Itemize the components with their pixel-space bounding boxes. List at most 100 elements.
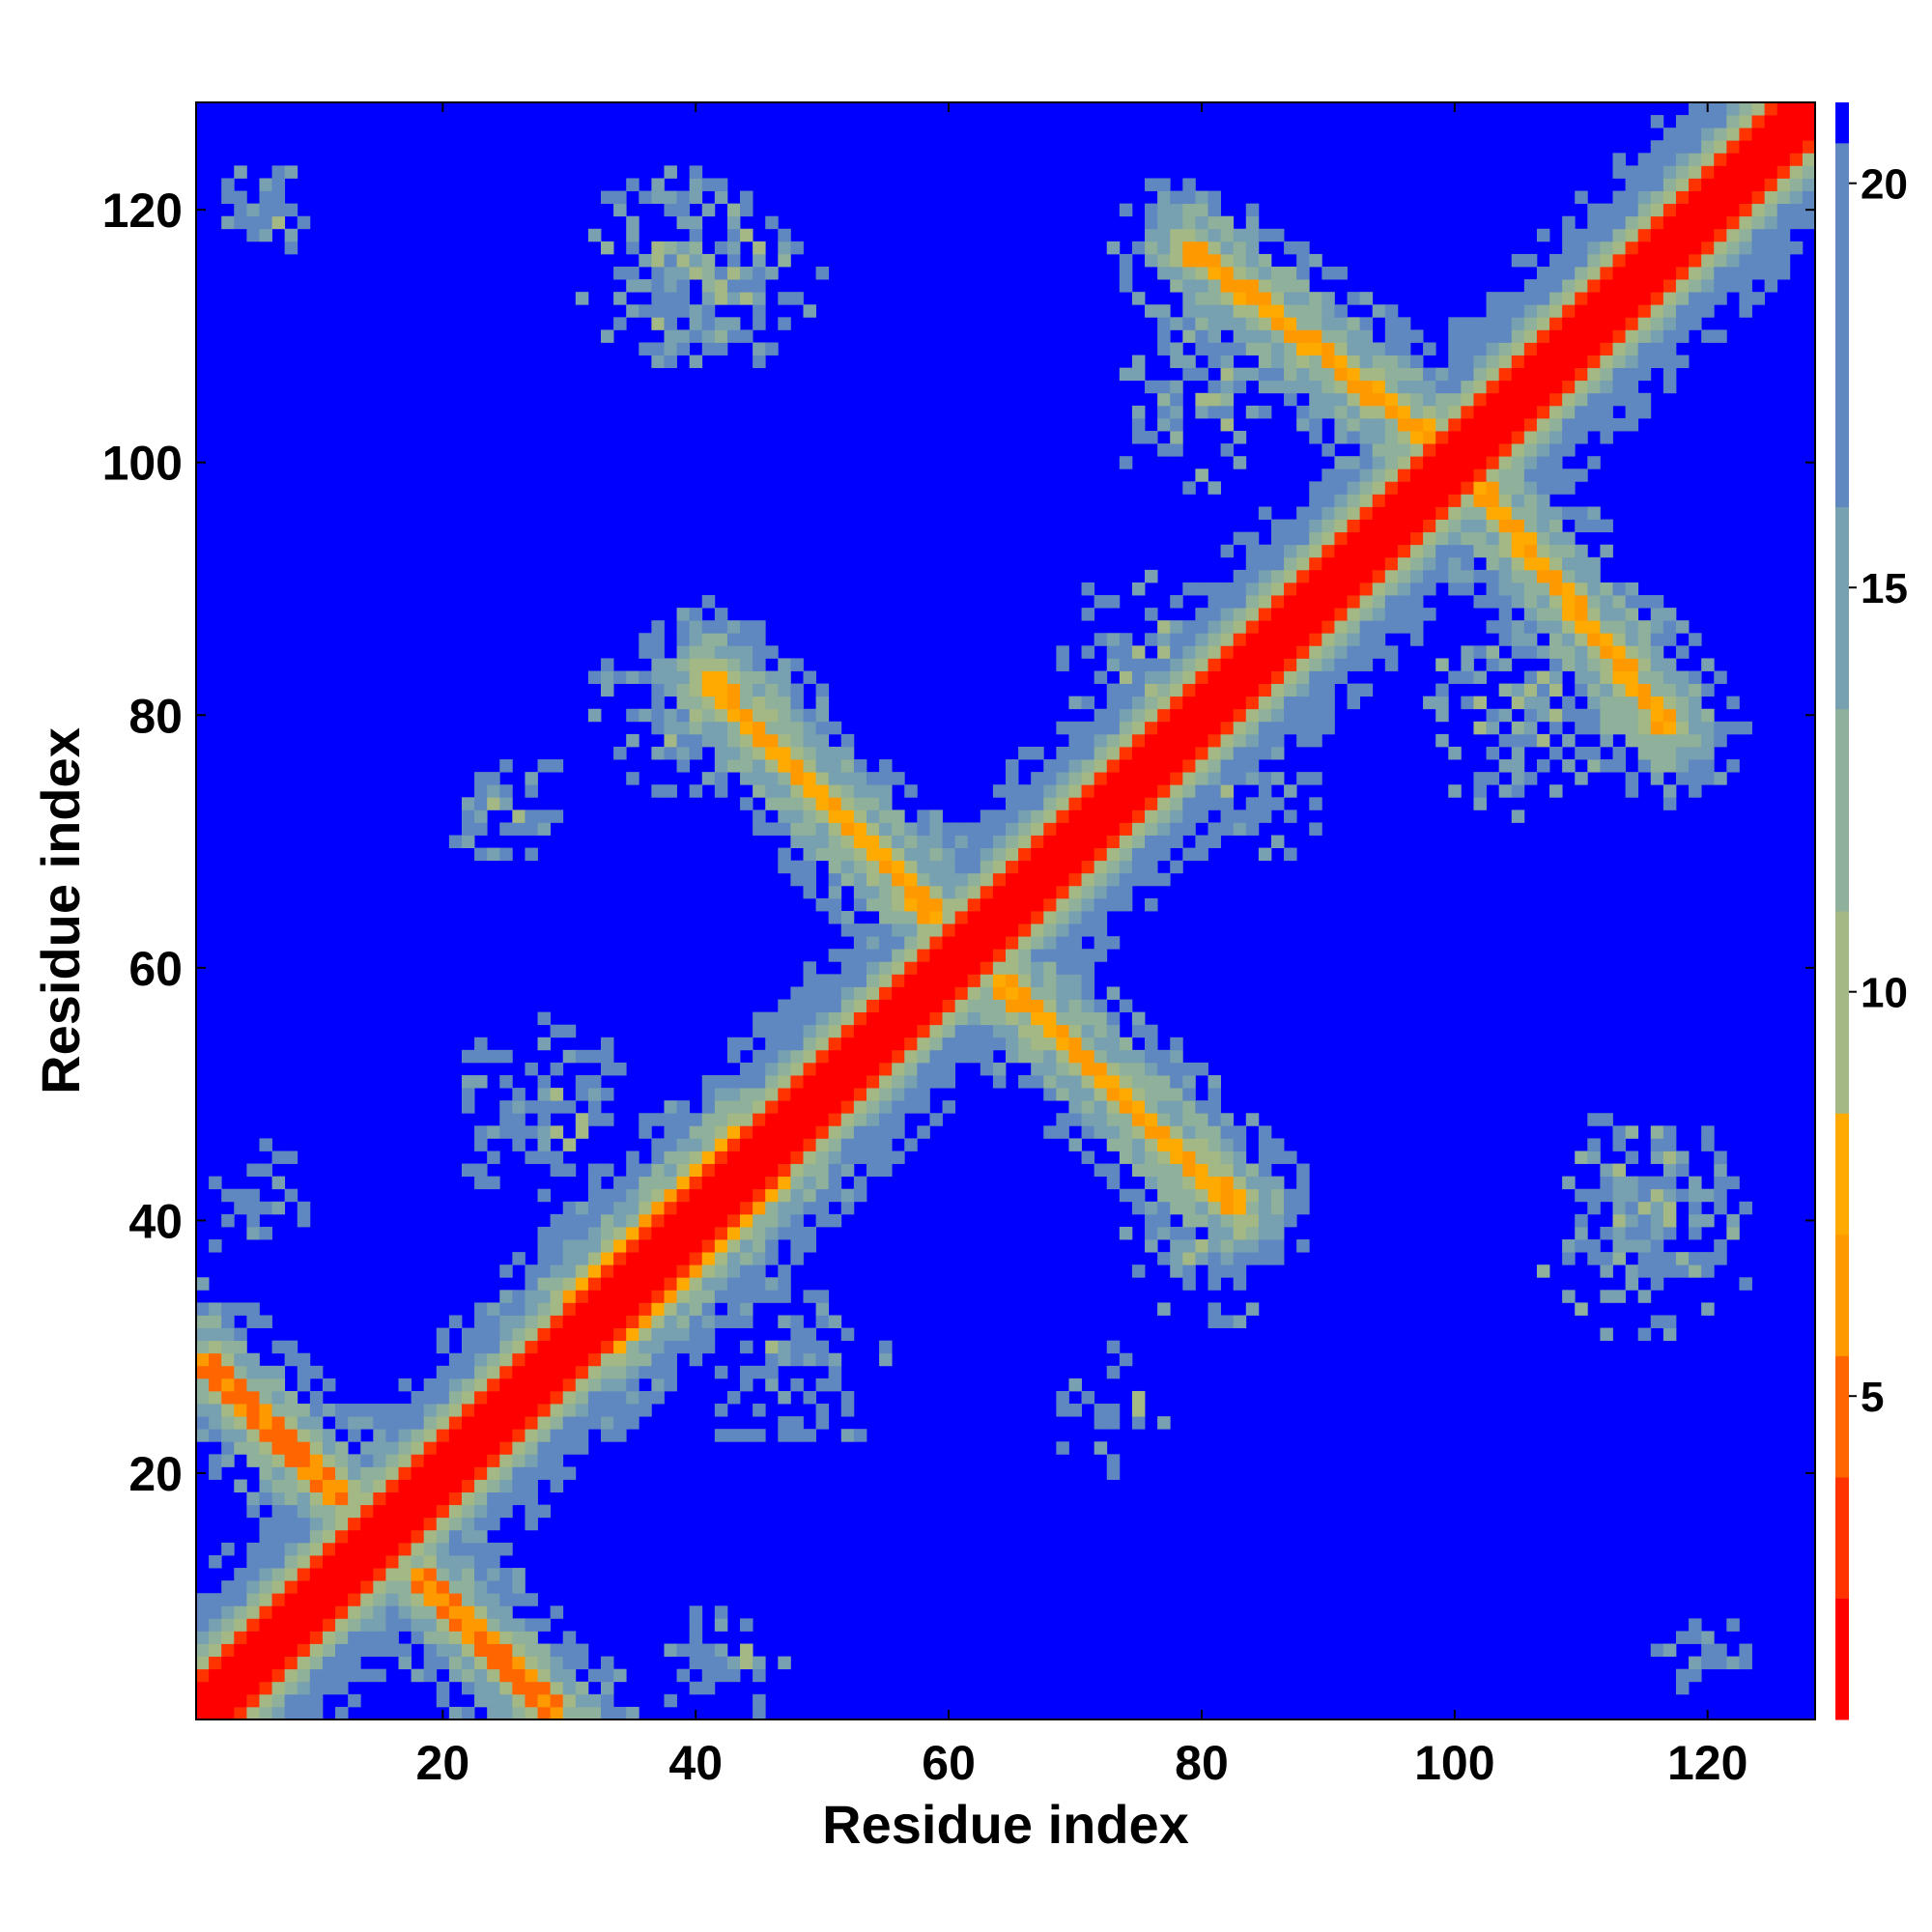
heatmap-cell: [1536, 531, 1550, 546]
heatmap-cell: [1536, 1264, 1550, 1278]
heatmap-cell: [1714, 329, 1727, 343]
heatmap-cell: [461, 1631, 475, 1644]
heatmap-cell: [828, 759, 842, 773]
heatmap-cell: [1600, 1188, 1613, 1203]
heatmap-cell: [1182, 317, 1196, 330]
heatmap-cell: [1170, 1226, 1183, 1240]
heatmap-cell: [1043, 949, 1057, 962]
heatmap-cell: [1662, 153, 1677, 166]
heatmap-cell: [1650, 645, 1664, 659]
heatmap-cell: [1284, 329, 1297, 343]
heatmap-cell: [726, 1668, 741, 1683]
heatmap-cell: [714, 1088, 728, 1101]
heatmap-cell: [626, 267, 639, 280]
heatmap-cell: [1536, 481, 1550, 495]
heatmap-cell: [726, 658, 741, 671]
heatmap-cell: [1233, 329, 1247, 343]
heatmap-cell: [726, 317, 741, 330]
heatmap-cell: [1106, 936, 1121, 950]
heatmap-cell: [1119, 872, 1133, 887]
heatmap-cell: [1689, 203, 1702, 217]
heatmap-cell: [1258, 1226, 1272, 1240]
heatmap-cell: [1461, 519, 1474, 533]
heatmap-cell: [676, 1201, 691, 1215]
heatmap-cell: [196, 1315, 210, 1328]
heatmap-cell: [1309, 431, 1322, 444]
heatmap-cell: [221, 1542, 235, 1556]
heatmap-cell: [1625, 670, 1639, 684]
heatmap-cell: [537, 1429, 552, 1442]
heatmap-cell: [436, 1643, 450, 1658]
heatmap-cell: [1170, 784, 1183, 798]
heatmap-cell: [1662, 253, 1677, 268]
heatmap-cell: [1689, 1668, 1702, 1683]
heatmap-cell: [601, 1163, 614, 1178]
heatmap-cell: [1220, 392, 1235, 407]
heatmap-cell: [1536, 620, 1550, 634]
heatmap-cell: [1284, 304, 1297, 318]
heatmap-cell: [753, 1706, 766, 1720]
heatmap-cell: [1523, 317, 1538, 330]
heatmap-cell: [284, 1492, 298, 1506]
heatmap-cell: [815, 1352, 830, 1367]
heatmap-cell: [676, 696, 691, 710]
heatmap-cell: [1068, 986, 1082, 1000]
heatmap-cell: [1031, 847, 1044, 862]
y-tick-label: 40: [128, 1194, 183, 1248]
heatmap-cell: [587, 1277, 602, 1291]
heatmap-cell: [1600, 228, 1613, 242]
heatmap-cell: [1245, 733, 1260, 748]
heatmap-cell: [1119, 810, 1133, 823]
heatmap-cell: [1587, 506, 1601, 520]
heatmap-cell: [1587, 380, 1601, 394]
heatmap-cell: [587, 1264, 602, 1278]
heatmap-cell: [1536, 670, 1550, 684]
heatmap-cell: [1119, 279, 1133, 293]
heatmap-cell: [676, 683, 691, 697]
heatmap-cell: [853, 986, 867, 1000]
heatmap-cell: [1562, 267, 1576, 280]
heatmap-cell: [1182, 670, 1196, 684]
heatmap-cell: [474, 1075, 488, 1089]
heatmap-cell: [1068, 1404, 1082, 1417]
heatmap-cell: [714, 1365, 728, 1379]
heatmap-cell: [322, 1681, 336, 1695]
heatmap-cell: [1208, 1213, 1221, 1228]
heatmap-cell: [474, 1618, 488, 1632]
heatmap-cell: [221, 1643, 235, 1658]
heatmap-cell: [1612, 153, 1626, 166]
heatmap-cell: [246, 1593, 260, 1606]
heatmap-cell: [1145, 1239, 1158, 1253]
heatmap-cell: [1220, 405, 1235, 419]
heatmap-cell: [689, 683, 703, 697]
heatmap-cell: [753, 253, 766, 268]
heatmap-cell: [1258, 670, 1272, 684]
heatmap-cell: [1650, 241, 1664, 255]
heatmap-cell: [1195, 1176, 1208, 1190]
heatmap-cell: [803, 1037, 816, 1051]
heatmap-cell: [803, 822, 816, 836]
heatmap-cell: [550, 1466, 564, 1480]
heatmap-cell: [1208, 215, 1221, 230]
heatmap-cell: [1233, 253, 1247, 268]
heatmap-cell: [676, 1213, 691, 1228]
heatmap-cell: [1650, 670, 1664, 684]
heatmap-cell: [1195, 608, 1208, 621]
heatmap-cell: [1714, 267, 1727, 280]
heatmap-cell: [1309, 329, 1322, 343]
heatmap-cell: [1587, 456, 1601, 469]
heatmap-cell: [1334, 608, 1348, 621]
heatmap-cell: [348, 1466, 361, 1480]
heatmap-cell: [601, 1239, 614, 1253]
heatmap-cell: [1170, 1188, 1183, 1203]
heatmap-cell: [1258, 304, 1272, 318]
heatmap-cell: [537, 1504, 552, 1519]
heatmap-cell: [879, 961, 893, 975]
heatmap-cell: [714, 190, 728, 205]
heatmap-cell: [626, 708, 639, 723]
heatmap-cell: [1536, 431, 1550, 444]
colorbar-segment: [1835, 708, 1849, 912]
heatmap-cell: [726, 1277, 741, 1291]
heatmap-cell: [1208, 733, 1221, 748]
heatmap-cell: [1270, 772, 1285, 785]
